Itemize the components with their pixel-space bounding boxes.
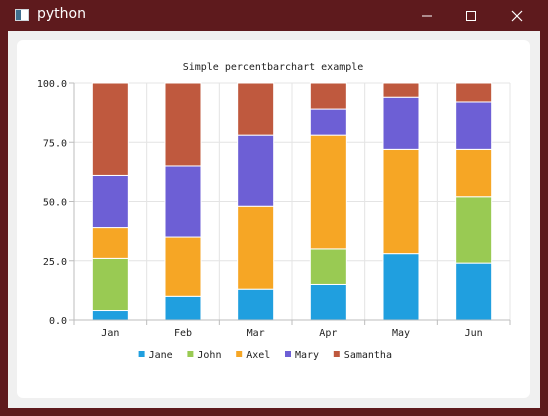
app-window-icon [15, 9, 29, 21]
legend-label-john[interactable]: John [197, 350, 221, 361]
x-tick-label: Apr [319, 328, 337, 339]
close-icon [511, 10, 523, 21]
y-tick-label: 0.0 [49, 316, 67, 327]
x-tick-label: Feb [174, 328, 192, 339]
maximize-button[interactable] [448, 0, 494, 31]
x-tick-label: Mar [247, 328, 265, 339]
bar-mary-jun[interactable] [455, 101, 493, 150]
window-client-area: Simple percentbarchart example 0.0 25.0 50… [8, 31, 540, 408]
bar-john-apr[interactable] [309, 248, 347, 285]
bar-mary-may[interactable] [382, 96, 420, 150]
legend-marker-john[interactable] [187, 351, 194, 357]
x-tick-label: Jun [465, 328, 483, 339]
maximize-icon [466, 10, 476, 21]
bar-jane-jan[interactable] [91, 310, 129, 321]
bar-jane-jun[interactable] [455, 262, 493, 321]
bar-axel-feb[interactable] [164, 236, 202, 297]
bar-john-jun[interactable] [455, 196, 493, 264]
y-tick-label: 100.0 [37, 79, 67, 90]
bar-jane-apr[interactable] [309, 283, 347, 321]
bar-mary-feb[interactable] [164, 165, 202, 238]
bar-axel-mar[interactable] [237, 205, 275, 290]
bar-samantha-apr[interactable] [309, 82, 347, 110]
chart-view: Simple percentbarchart example 0.0 25.0 50… [17, 40, 530, 398]
percent-bar-chart: Simple percentbarchart example 0.0 25.0 50… [37, 62, 511, 361]
bar-axel-may[interactable] [382, 148, 420, 255]
bar-jane-may[interactable] [382, 253, 420, 321]
bar-axel-apr[interactable] [309, 134, 347, 250]
legend-label-samantha[interactable]: Samantha [344, 350, 392, 361]
window-title: python [37, 6, 86, 22]
bar-jane-mar[interactable] [237, 288, 275, 321]
minimize-icon [422, 15, 432, 16]
bar-axel-jun[interactable] [455, 148, 493, 198]
legend-label-mary[interactable]: Mary [295, 350, 319, 361]
bar-samantha-jun[interactable] [455, 82, 493, 103]
bar-mary-mar[interactable] [237, 134, 275, 207]
bar-samantha-may[interactable] [382, 82, 420, 98]
bar-samantha-mar[interactable] [237, 82, 275, 136]
bar-jane-feb[interactable] [164, 295, 202, 321]
y-tick-label: 75.0 [43, 138, 67, 149]
legend-marker-jane[interactable] [138, 351, 145, 357]
x-tick-label: Jan [101, 328, 119, 339]
title-bar[interactable]: python [0, 0, 548, 31]
bar-axel-jan[interactable] [91, 227, 129, 259]
close-button[interactable] [494, 0, 540, 31]
bar-john-jan[interactable] [91, 257, 129, 312]
legend-marker-axel[interactable] [236, 351, 243, 357]
chart-title: Simple percentbarchart example [183, 62, 364, 73]
bar-mary-apr[interactable] [309, 108, 347, 136]
legend-marker-mary[interactable] [285, 351, 291, 357]
bar-samantha-feb[interactable] [164, 82, 202, 167]
x-tick-label: May [392, 328, 410, 339]
legend-label-jane[interactable]: Jane [149, 350, 173, 361]
y-tick-label: 25.0 [43, 257, 67, 268]
minimize-button[interactable] [404, 0, 450, 31]
bar-mary-jan[interactable] [91, 174, 129, 229]
y-tick-label: 50.0 [43, 198, 67, 209]
bar-samantha-jan[interactable] [91, 82, 129, 176]
legend-label-axel[interactable]: Axel [246, 350, 270, 361]
legend-marker-samantha[interactable] [333, 351, 340, 357]
